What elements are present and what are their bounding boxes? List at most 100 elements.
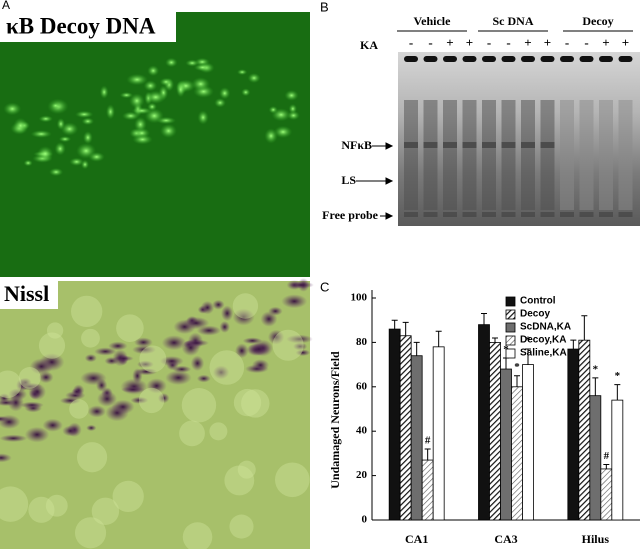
- legend-label: Control: [520, 296, 556, 307]
- x-tick-label: Hilus: [582, 532, 610, 546]
- glow-cell: [159, 77, 173, 87]
- significance-marker: #: [604, 450, 610, 462]
- bar: [600, 468, 613, 521]
- pale-cell: [76, 442, 108, 473]
- stained-cell: [200, 300, 215, 315]
- panel-letter: C: [320, 279, 329, 294]
- pale-cell: [46, 322, 64, 339]
- stained-cell: [111, 399, 135, 415]
- ka-sign: -: [409, 35, 413, 50]
- significance-marker: *: [615, 370, 621, 382]
- glow-cell: [219, 87, 231, 100]
- gel-lane: [579, 100, 594, 210]
- glow-cell: [145, 90, 166, 104]
- pale-cell: [179, 420, 205, 447]
- error-bar: [581, 315, 588, 341]
- stained-cell: [59, 396, 81, 405]
- image-label: κB Decoy DNA: [6, 13, 156, 38]
- glow-cell: [160, 123, 177, 139]
- stained-cell: [71, 387, 83, 396]
- panel-letter: B: [320, 0, 329, 14]
- glow-cell: [69, 157, 84, 166]
- significance-marker: *: [593, 363, 599, 375]
- bar: [478, 324, 490, 521]
- bar: [489, 341, 501, 521]
- stained-cell: [235, 343, 249, 359]
- pale-cell: [229, 514, 254, 539]
- stained-cell: [219, 320, 230, 333]
- pale-cell: [275, 462, 310, 498]
- glow-cell: [241, 88, 251, 97]
- gel-band: [599, 212, 613, 217]
- gel-lane: [501, 100, 516, 210]
- band-label: Free probe: [322, 208, 379, 222]
- gel-lane: [521, 100, 535, 210]
- pale-cell: [232, 293, 259, 319]
- pale-cell: [45, 494, 68, 517]
- gel-band: [501, 212, 516, 217]
- gel-lane: [443, 100, 457, 210]
- glow-cell: [30, 130, 52, 138]
- stained-cell: [0, 453, 12, 463]
- label-box: [0, 281, 58, 309]
- error-bar: [424, 448, 431, 461]
- ka-label: KA: [360, 38, 378, 52]
- stained-cell: [97, 390, 118, 407]
- y-tick-label: 40: [356, 425, 368, 437]
- glow-cell: [193, 63, 212, 72]
- bar: [511, 386, 523, 521]
- glow-cell: [56, 117, 66, 130]
- gel-band: [618, 212, 633, 217]
- error-bar: [481, 313, 487, 325]
- error-bar: [413, 341, 420, 356]
- glow-cell: [143, 80, 158, 92]
- ka-sign: +: [524, 35, 531, 50]
- stained-cell: [267, 329, 285, 345]
- pale-cell: [272, 329, 304, 361]
- stained-cell: [20, 401, 44, 409]
- gel-image: [398, 52, 640, 226]
- gel-band: [423, 212, 438, 217]
- ka-sign: +: [602, 35, 609, 50]
- glow-cell: [191, 77, 210, 91]
- glow-cell: [81, 117, 95, 126]
- glow-cell: [132, 134, 153, 145]
- stained-cell: [260, 311, 278, 327]
- gel-band: [482, 56, 496, 62]
- stained-cell: [24, 426, 50, 443]
- stained-cell: [132, 345, 157, 355]
- gel-lane: [540, 100, 555, 210]
- ka-sign: +: [466, 35, 473, 50]
- error-bar: [603, 464, 610, 469]
- stained-cell: [220, 305, 234, 322]
- ka-sign: +: [544, 35, 551, 50]
- gel-band: [404, 142, 418, 148]
- pale-cell: [116, 314, 144, 342]
- band-label: NFκB: [341, 138, 372, 152]
- pale-cell: [233, 388, 262, 417]
- bar: [578, 339, 591, 521]
- stained-cell: [190, 355, 205, 372]
- error-bar: [503, 357, 509, 370]
- pale-cell: [74, 517, 107, 549]
- legend-swatch: [505, 348, 516, 359]
- legend-swatch: [505, 296, 516, 307]
- stained-cell: [86, 424, 97, 432]
- legend-label: Decoy,KA: [520, 335, 567, 346]
- stained-cell: [113, 355, 134, 362]
- stained-cell: [94, 347, 117, 356]
- band-arrows: [356, 142, 394, 220]
- glow-cell: [126, 73, 148, 86]
- gel-band: [501, 56, 516, 62]
- error-bar: [514, 375, 520, 387]
- y-tick-label: 80: [356, 336, 368, 348]
- bar: [522, 364, 534, 521]
- error-bar: [492, 337, 498, 343]
- gel-lane: [618, 100, 633, 210]
- error-bar: [614, 384, 621, 401]
- pale-cell: [224, 465, 255, 496]
- ka-sign: -: [584, 35, 588, 50]
- error-bar: [525, 348, 531, 365]
- x-tick-label: CA3: [494, 532, 517, 546]
- glow-cell: [165, 57, 178, 68]
